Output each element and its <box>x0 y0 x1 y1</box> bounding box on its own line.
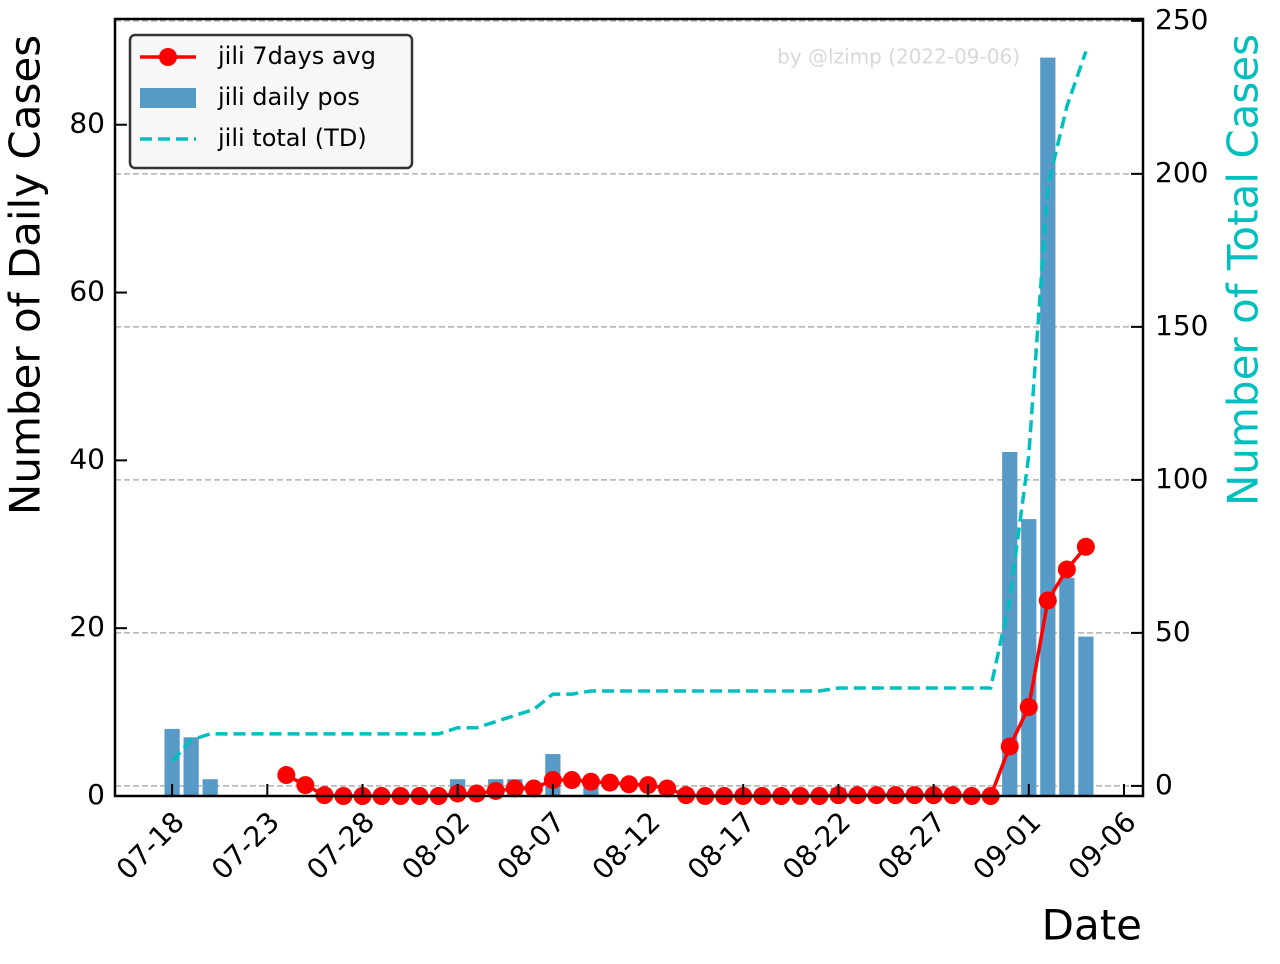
y-tick-label: 20 <box>69 610 105 643</box>
series-line <box>170 50 1088 763</box>
series-line <box>285 545 1088 798</box>
x-tick-label: 08-27 <box>871 805 952 886</box>
y2-tick-label: 150 <box>1155 309 1208 342</box>
bar <box>1078 636 1094 796</box>
x-tick-label: 08-17 <box>681 805 762 886</box>
bar <box>202 779 218 796</box>
x-tick-label: 08-22 <box>776 805 857 886</box>
x-tick-label: 08-12 <box>586 805 667 886</box>
y2-tick-label: 0 <box>1155 768 1173 801</box>
y2-tick-label: 250 <box>1155 3 1208 36</box>
legend-box <box>128 33 414 170</box>
legend-label: jili 7days avg <box>217 42 376 70</box>
x-tick-label: 08-02 <box>395 805 476 886</box>
marker <box>277 766 296 785</box>
bar <box>1059 577 1075 796</box>
marker <box>486 781 505 800</box>
y-tick-label: 60 <box>69 275 105 308</box>
marker <box>1000 737 1019 756</box>
marker <box>1019 698 1038 717</box>
marker <box>467 784 486 803</box>
plot-frame <box>113 17 1145 798</box>
y2-axis-label: Number of Total Cases <box>1219 34 1268 506</box>
x-tick-label: 07-18 <box>110 805 191 886</box>
y2-tick-label: 200 <box>1155 156 1208 189</box>
y-tick-label: 80 <box>69 107 105 140</box>
x-tick-label: 08-07 <box>491 805 572 886</box>
bar <box>583 787 599 796</box>
marker <box>505 779 524 798</box>
bar <box>183 737 199 796</box>
bar <box>1040 57 1056 797</box>
legend-label: jili daily pos <box>217 83 360 111</box>
marker <box>524 779 543 798</box>
bar <box>164 728 180 796</box>
x-tick-label: 07-28 <box>300 805 381 886</box>
x-tick-label: 09-01 <box>967 805 1048 886</box>
legend-swatch <box>140 88 196 108</box>
marker <box>1076 537 1095 556</box>
x-tick-label: 09-06 <box>1062 805 1143 886</box>
marker <box>620 775 638 794</box>
y-axis-label: Number of Daily Cases <box>1 35 50 515</box>
marker <box>543 771 562 790</box>
marker <box>600 773 619 792</box>
legend-label: jili total (TD) <box>217 124 367 152</box>
marker <box>296 776 315 795</box>
marker <box>658 779 677 798</box>
y2-tick-label: 50 <box>1155 615 1191 648</box>
y-tick-label: 0 <box>87 778 105 811</box>
y2-tick-label: 100 <box>1155 462 1208 495</box>
bar <box>1002 451 1018 796</box>
watermark: by @lzimp (2022-09-06) <box>777 45 1020 69</box>
x-axis-label: Date <box>1042 901 1142 950</box>
marker <box>581 772 600 791</box>
marker <box>1057 560 1076 579</box>
bar <box>1021 519 1037 796</box>
marker <box>1038 591 1057 610</box>
marker <box>562 771 581 790</box>
legend-marker <box>159 48 177 66</box>
x-tick-label: 07-23 <box>205 805 286 886</box>
y-tick-label: 40 <box>69 442 105 475</box>
